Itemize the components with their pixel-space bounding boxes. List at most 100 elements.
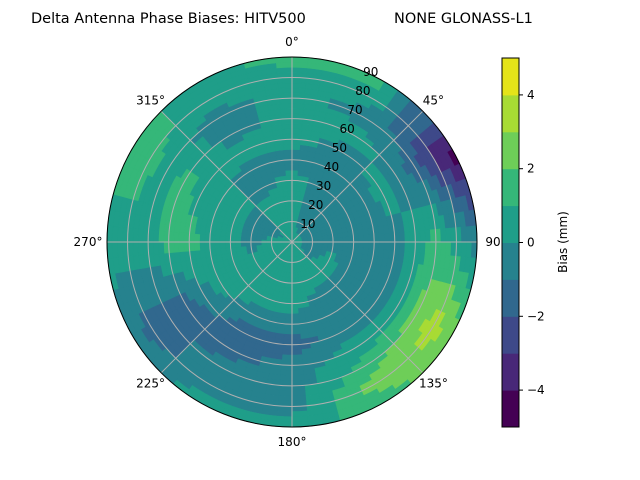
contour-cell: [286, 297, 293, 304]
contour-cell: [291, 82, 307, 89]
contour-cell: [275, 415, 293, 423]
contour-cell: [137, 241, 144, 256]
contour-cell: [281, 349, 293, 356]
contour-cell: [279, 102, 293, 110]
contour-cell: [342, 231, 349, 238]
angular-gridline: [160, 110, 293, 243]
contour-cell: [368, 241, 375, 250]
contour-cell: [291, 277, 296, 284]
contour-cell: [291, 395, 307, 402]
contour-cell: [291, 374, 305, 382]
angular-tick-label: 0°: [285, 35, 299, 49]
angular-tick-label: 270°: [74, 235, 103, 249]
contour-cell: [283, 333, 293, 340]
contour-cell: [152, 229, 160, 243]
chart-title-left: Delta Antenna Phase Biases: HITV500: [31, 11, 306, 27]
contour-cell: [280, 108, 293, 115]
contour-cell: [291, 61, 309, 69]
contour-cell: [291, 282, 297, 289]
contour-cell: [291, 174, 299, 181]
contour-cell: [373, 241, 380, 250]
colorbar-tick-label: −4: [527, 383, 545, 397]
contour-cell: [291, 303, 299, 310]
contour-cell: [337, 232, 344, 239]
contour-cell: [240, 241, 247, 247]
contour-cell: [460, 241, 468, 258]
contour-cell: [287, 190, 293, 197]
polar-grid: [107, 57, 477, 427]
colorbar-band: [502, 58, 519, 96]
contour-cell: [116, 226, 124, 243]
contour-cell: [465, 225, 473, 243]
contour-cell: [291, 102, 305, 110]
contour-cell: [445, 241, 452, 257]
contour-cell: [278, 87, 293, 94]
contour-cell: [291, 338, 302, 346]
contour-cell: [291, 123, 303, 130]
contour-cell: [235, 241, 242, 248]
contour-cell: [291, 287, 297, 294]
contour-cell: [291, 66, 308, 74]
contour-cell: [291, 154, 300, 161]
contour-cell: [291, 410, 308, 418]
contour-cell: [378, 241, 385, 251]
contour-cell: [383, 233, 390, 243]
contour-cell: [291, 159, 300, 166]
contour-cell: [440, 241, 447, 256]
contour-cell: [285, 303, 293, 310]
contour-cell: [291, 180, 298, 187]
angular-gridline: [160, 241, 293, 374]
angular-tick-label: 180°: [278, 435, 307, 449]
contour-cell: [291, 308, 299, 315]
contour-cell: [276, 66, 293, 74]
contour-cell: [284, 159, 293, 166]
contour-cell: [281, 128, 293, 135]
contour-cell: [204, 241, 211, 250]
contour-cell: [178, 231, 185, 243]
contour-cell: [282, 138, 293, 146]
contour-cell: [132, 227, 139, 243]
polar-frame: [106, 56, 478, 428]
contour-cell: [347, 241, 354, 248]
contour-cell: [388, 241, 396, 252]
contour-cell: [158, 230, 165, 243]
contour-cell: [291, 185, 298, 192]
colorbar-band: [502, 131, 519, 170]
colorbar-band: [502, 316, 519, 354]
contour-cell: [284, 164, 293, 171]
contour-cell: [285, 169, 293, 176]
contour-cell: [245, 241, 252, 247]
contour-cell: [291, 164, 300, 171]
contour-cell: [295, 287, 302, 294]
contour-cell: [291, 149, 301, 156]
contour-cell: [287, 195, 293, 202]
radial-tick-label: 40: [324, 160, 339, 174]
contour-cell: [158, 241, 165, 254]
angular-tick-labels: 0° 45° 90° 135° 180° 225° 270° 315°: [74, 35, 507, 449]
contour-cell: [445, 227, 452, 243]
contour-cell: [275, 61, 293, 69]
radial-tick-label: 70: [347, 103, 362, 117]
contour-cell: [440, 228, 447, 243]
contour-cell: [137, 228, 144, 243]
contour-cell: [419, 230, 426, 243]
contour-cell: [399, 241, 406, 253]
contour-cell: [327, 238, 334, 243]
contour-cell: [342, 241, 349, 248]
contour-cell: [199, 233, 206, 243]
contour-cell: [363, 241, 370, 250]
contour-cell: [373, 234, 380, 243]
contour-cell: [404, 241, 411, 253]
contour-cell: [278, 390, 293, 397]
contour-cell: [353, 235, 360, 243]
contour-cell: [178, 241, 185, 253]
contour-cell: [288, 200, 293, 207]
contour-cell: [194, 241, 201, 251]
contour-cell: [286, 185, 293, 192]
contour-cell: [224, 241, 231, 249]
contour-cell: [230, 241, 237, 248]
radial-tick-label: 20: [308, 198, 323, 212]
contour-cell: [152, 241, 160, 255]
angular-tick-label: 135°: [419, 376, 448, 390]
